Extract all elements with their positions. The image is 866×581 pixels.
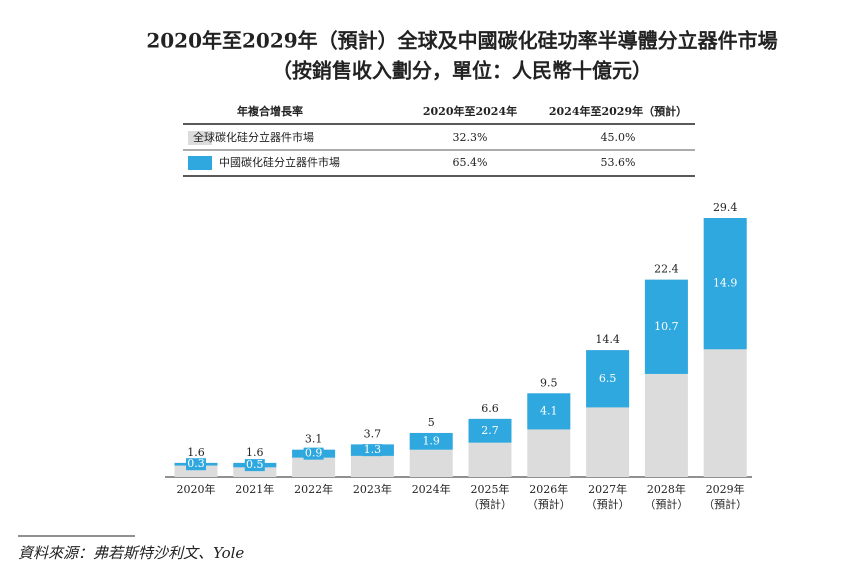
legend-label: 全球碳化硅分立器件市場 xyxy=(193,130,314,144)
china-label: 0.5 xyxy=(246,458,264,471)
x-tick-label: 2022年 xyxy=(294,482,333,496)
legend-label: 中國碳化硅分立器件市場 xyxy=(219,155,340,169)
bar-china xyxy=(703,218,747,350)
legend-swatch xyxy=(188,156,212,170)
total-label: 5 xyxy=(428,416,435,429)
bar-china xyxy=(586,350,630,408)
table-header: 2020年至2024年 xyxy=(423,104,517,118)
x-tick-label: 2027年 xyxy=(588,482,627,496)
china-label: 0.3 xyxy=(187,457,205,470)
source: 資料來源：弗若斯特沙利文、Yole xyxy=(18,544,244,562)
x-tick-label: 2024年 xyxy=(412,482,451,496)
label-box xyxy=(362,444,383,457)
label-box xyxy=(186,458,206,471)
chart-subtitle: （按銷售收入劃分，單位：人民幣十億元） xyxy=(272,59,652,83)
bar-china xyxy=(468,418,512,443)
label-box xyxy=(244,459,265,472)
bar-china xyxy=(644,279,688,374)
x-tick-note: （預計） xyxy=(586,497,630,511)
china-label: 14.9 xyxy=(713,277,738,290)
x-tick-note: （預計） xyxy=(527,497,571,511)
total-label: 3.1 xyxy=(305,433,323,446)
total-label: 29.4 xyxy=(713,201,738,214)
table-cell: 65.4% xyxy=(453,156,488,169)
china-label: 10.7 xyxy=(654,320,679,333)
table-cell: 45.0% xyxy=(601,131,636,144)
bar-china xyxy=(527,393,571,430)
total-label: 9.5 xyxy=(540,376,558,389)
china-label: 4.1 xyxy=(540,404,558,417)
table-header: 2024年至2029年（預計） xyxy=(549,104,687,118)
chart-title: 2020年至2029年（預計）全球及中國碳化硅功率半導體分立器件市場 xyxy=(146,29,777,53)
total-label: 14.4 xyxy=(595,333,620,346)
x-tick-note: （預計） xyxy=(703,497,747,511)
x-tick-note: （預計） xyxy=(644,497,688,511)
total-label: 6.6 xyxy=(481,402,499,415)
total-label: 1.6 xyxy=(246,446,264,459)
china-label: 1.9 xyxy=(422,434,440,447)
x-tick-label: 2029年 xyxy=(706,482,745,496)
china-label: 2.7 xyxy=(481,424,499,437)
total-label: 1.6 xyxy=(187,446,205,459)
china-label: 0.9 xyxy=(305,447,323,460)
total-label: 22.4 xyxy=(654,263,679,276)
total-label: 3.7 xyxy=(364,427,382,440)
x-tick-label: 2025年 xyxy=(471,482,510,496)
x-tick-note: （預計） xyxy=(468,497,512,511)
x-tick-label: 2026年 xyxy=(529,482,568,496)
bar-china xyxy=(409,432,453,450)
legend-swatch xyxy=(188,131,212,145)
china-label: 1.3 xyxy=(364,443,382,456)
x-tick-label: 2021年 xyxy=(235,482,274,496)
x-tick-label: 2023年 xyxy=(353,482,392,496)
label-box xyxy=(303,447,324,460)
x-tick-label: 2028年 xyxy=(647,482,686,496)
table-header: 年複合增長率 xyxy=(237,104,303,118)
table-cell: 53.6% xyxy=(601,156,636,169)
table-cell: 32.3% xyxy=(453,131,488,144)
x-tick-label: 2020年 xyxy=(177,482,216,496)
china-label: 6.5 xyxy=(599,372,617,385)
